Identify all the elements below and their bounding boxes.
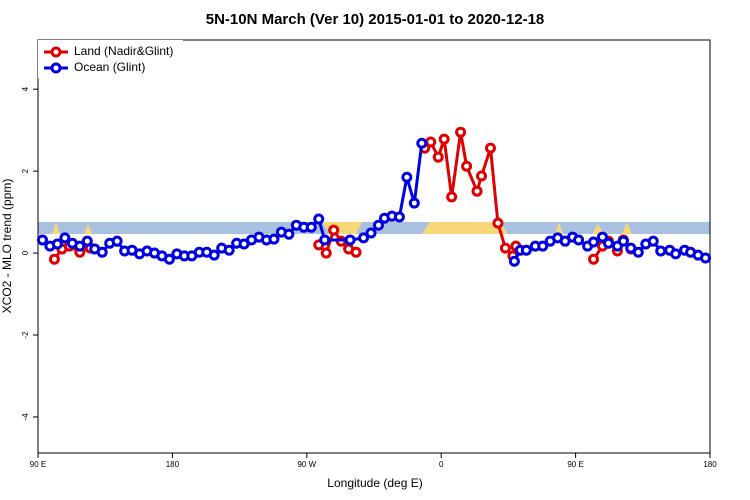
- y-tick-label: -4: [21, 413, 30, 421]
- data-point: [319, 234, 331, 246]
- data-point: [588, 236, 600, 248]
- legend-marker: [50, 46, 62, 58]
- data-point: [573, 234, 585, 246]
- data-point: [59, 232, 71, 244]
- data-point: [700, 252, 712, 264]
- data-point: [647, 235, 659, 247]
- data-point: [432, 151, 444, 163]
- x-tick-label: 90 W: [297, 460, 316, 469]
- data-point: [476, 170, 488, 182]
- land-patch: [622, 222, 632, 234]
- land-patch: [84, 224, 92, 234]
- data-point: [520, 244, 532, 256]
- data-point: [655, 245, 667, 257]
- data-point: [537, 240, 549, 252]
- data-point: [48, 253, 60, 265]
- data-point: [602, 237, 614, 249]
- data-point: [416, 137, 428, 149]
- data-point: [670, 248, 682, 260]
- data-point: [471, 185, 483, 197]
- data-point: [36, 234, 48, 246]
- y-tick-label: 0: [21, 250, 30, 255]
- data-point: [393, 211, 405, 223]
- chart-title: 5N-10N March (Ver 10) 2015-01-01 to 2020…: [206, 11, 545, 28]
- y-tick-label: 4: [21, 86, 30, 91]
- data-point: [455, 126, 467, 138]
- land-patch: [422, 222, 508, 234]
- data-point: [461, 160, 473, 172]
- x-tick-label: 0: [439, 460, 444, 469]
- data-point: [96, 246, 108, 258]
- data-point: [401, 171, 413, 183]
- data-point: [81, 235, 93, 247]
- data-point: [365, 227, 377, 239]
- data-point: [372, 219, 384, 231]
- data-point: [446, 191, 458, 203]
- x-tick-label: 90 E: [567, 460, 583, 469]
- y-tick-label: -2: [21, 331, 30, 339]
- data-point: [588, 253, 600, 265]
- y-tick-label: 2: [21, 168, 30, 173]
- x-tick-label: 180: [703, 460, 717, 469]
- data-point: [163, 253, 175, 265]
- data-point: [617, 235, 629, 247]
- data-point: [358, 232, 370, 244]
- data-point: [492, 217, 504, 229]
- data-point: [305, 221, 317, 233]
- data-point: [223, 244, 235, 256]
- data-point: [508, 255, 520, 267]
- data-point: [632, 246, 644, 258]
- data-point: [320, 247, 332, 259]
- data-point: [484, 142, 496, 154]
- legend-label: Ocean (Glint): [74, 60, 145, 74]
- data-point: [328, 224, 340, 236]
- data-point: [268, 233, 280, 245]
- legend-marker: [50, 62, 62, 74]
- data-point: [74, 240, 86, 252]
- land-patch: [592, 224, 604, 234]
- data-point: [438, 133, 450, 145]
- x-tick-label: 180: [166, 460, 180, 469]
- legend-label: Land (Nadir&Glint): [74, 44, 173, 58]
- land-patch: [52, 222, 60, 234]
- x-tick-label: 90 E: [30, 460, 46, 469]
- data-point: [51, 238, 63, 250]
- data-point: [425, 136, 437, 148]
- data-point: [283, 228, 295, 240]
- y-axis-label: XCO2 - MLO trend (ppm): [0, 179, 14, 314]
- plot-frame: [37, 39, 711, 454]
- data-point: [596, 231, 608, 243]
- x-axis-label: Longitude (deg E): [327, 476, 422, 490]
- legend-box: [38, 40, 183, 78]
- land-patch: [555, 222, 563, 234]
- data-point: [499, 242, 511, 254]
- data-point: [344, 234, 356, 246]
- data-point: [111, 235, 123, 247]
- data-point: [408, 197, 420, 209]
- data-point: [208, 249, 220, 261]
- data-point: [350, 246, 362, 258]
- data-point: [313, 213, 325, 225]
